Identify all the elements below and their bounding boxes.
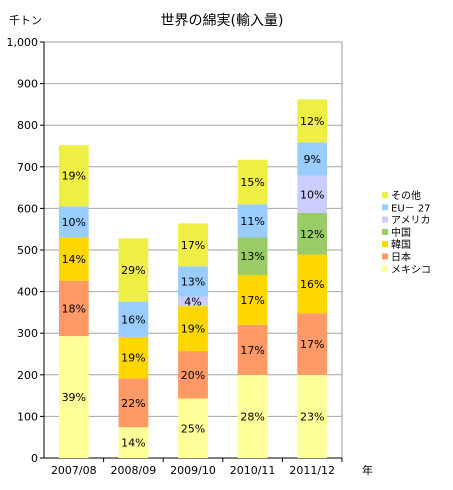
bar-segment <box>297 212 328 255</box>
legend-label: メキシコ <box>391 265 431 276</box>
y-tick-label: 100 <box>17 410 38 423</box>
bar-segment <box>178 223 208 267</box>
y-tick-label: 500 <box>17 244 38 257</box>
data-label: 17% <box>300 338 324 351</box>
bar-segment <box>58 145 89 207</box>
y-tick-label: 600 <box>17 202 38 215</box>
legend-swatch <box>382 216 388 223</box>
bar-segment <box>297 313 328 375</box>
bar-segment <box>178 351 208 399</box>
data-label: 20% <box>181 369 205 382</box>
bar-segment <box>297 142 328 176</box>
data-label: 19% <box>121 352 145 365</box>
bar-segment <box>237 204 268 238</box>
data-label: 16% <box>300 278 324 291</box>
bar-segment <box>58 237 89 281</box>
bar-segment <box>178 398 208 458</box>
bar-segment <box>237 324 268 375</box>
data-label: 17% <box>240 294 264 307</box>
x-tick-label: 2010/11 <box>230 464 276 477</box>
legend-swatch <box>382 204 388 211</box>
bar-segment <box>118 238 149 302</box>
data-label: 14% <box>121 437 145 450</box>
y-tick-label: 800 <box>17 119 38 132</box>
data-label: 10% <box>62 216 86 229</box>
bar-segment <box>237 374 268 458</box>
data-label: 17% <box>181 239 205 252</box>
y-tick-label: 300 <box>17 327 38 340</box>
bar-segment <box>118 378 149 428</box>
data-label: 13% <box>181 275 205 288</box>
data-label: 25% <box>181 422 205 435</box>
data-label: 15% <box>240 176 264 189</box>
data-label: 12% <box>300 228 324 241</box>
legend-swatch <box>382 253 388 260</box>
data-label: 16% <box>121 313 145 326</box>
y-tick-label: 400 <box>17 286 38 299</box>
legend-swatch <box>382 228 388 235</box>
bar-segment <box>118 427 149 458</box>
data-label: 29% <box>121 264 145 277</box>
chart-title: 世界の綿実(輸入量) <box>161 13 284 29</box>
bar-segment <box>58 336 89 458</box>
data-label: 18% <box>62 302 86 315</box>
bar-segment <box>297 175 328 213</box>
data-label: 13% <box>240 250 264 263</box>
y-axis-label: 千トン <box>9 14 42 27</box>
legend-label: 韓国 <box>391 239 411 251</box>
bar-segment <box>178 306 208 352</box>
x-axis-label: 年 <box>362 463 373 477</box>
data-label: 23% <box>300 410 324 423</box>
bar-segment <box>237 274 268 325</box>
bar-segment <box>297 254 328 314</box>
data-label: 12% <box>300 115 324 128</box>
bar-segment <box>58 206 89 238</box>
bar-segment <box>237 159 268 205</box>
data-label: 39% <box>62 391 86 404</box>
x-tick-label: 2009/10 <box>170 464 216 477</box>
bar-segment <box>237 237 268 275</box>
bar-segment <box>118 336 149 379</box>
bar-segment <box>118 301 149 337</box>
x-tick-label: 2011/12 <box>289 464 335 477</box>
y-tick-label: 200 <box>17 369 38 382</box>
data-label: 19% <box>62 170 86 183</box>
legend-swatch <box>382 265 388 272</box>
y-tick-label: 1,000 <box>7 36 39 49</box>
bar-segment <box>178 296 208 307</box>
legend-label: その他 <box>391 189 421 202</box>
y-tick-label: 900 <box>17 78 38 91</box>
legend-label: 中国 <box>391 226 411 239</box>
bar-segment <box>297 99 328 143</box>
data-label: 14% <box>62 253 86 266</box>
data-label: 19% <box>181 323 205 336</box>
legend-label: 日本 <box>391 251 411 264</box>
y-tick-label: 700 <box>17 161 38 174</box>
legend-label: EU－ 27 <box>391 203 431 214</box>
legend-swatch <box>382 192 388 198</box>
x-tick-label: 2008/09 <box>111 464 157 477</box>
data-label: 17% <box>240 344 264 357</box>
bar-segment <box>58 280 89 337</box>
bar-segment <box>297 374 328 458</box>
data-label: 4% <box>184 295 201 308</box>
data-label: 11% <box>240 215 264 228</box>
data-label: 28% <box>240 410 264 423</box>
data-label: 22% <box>121 397 145 410</box>
data-label: 9% <box>303 153 320 166</box>
legend-swatch <box>382 241 388 248</box>
bar-segment <box>178 266 208 297</box>
legend-label: アメリカ <box>391 215 431 227</box>
data-label: 10% <box>300 188 324 201</box>
y-tick-label: 0 <box>31 452 38 465</box>
x-tick-label: 2007/08 <box>51 464 97 477</box>
